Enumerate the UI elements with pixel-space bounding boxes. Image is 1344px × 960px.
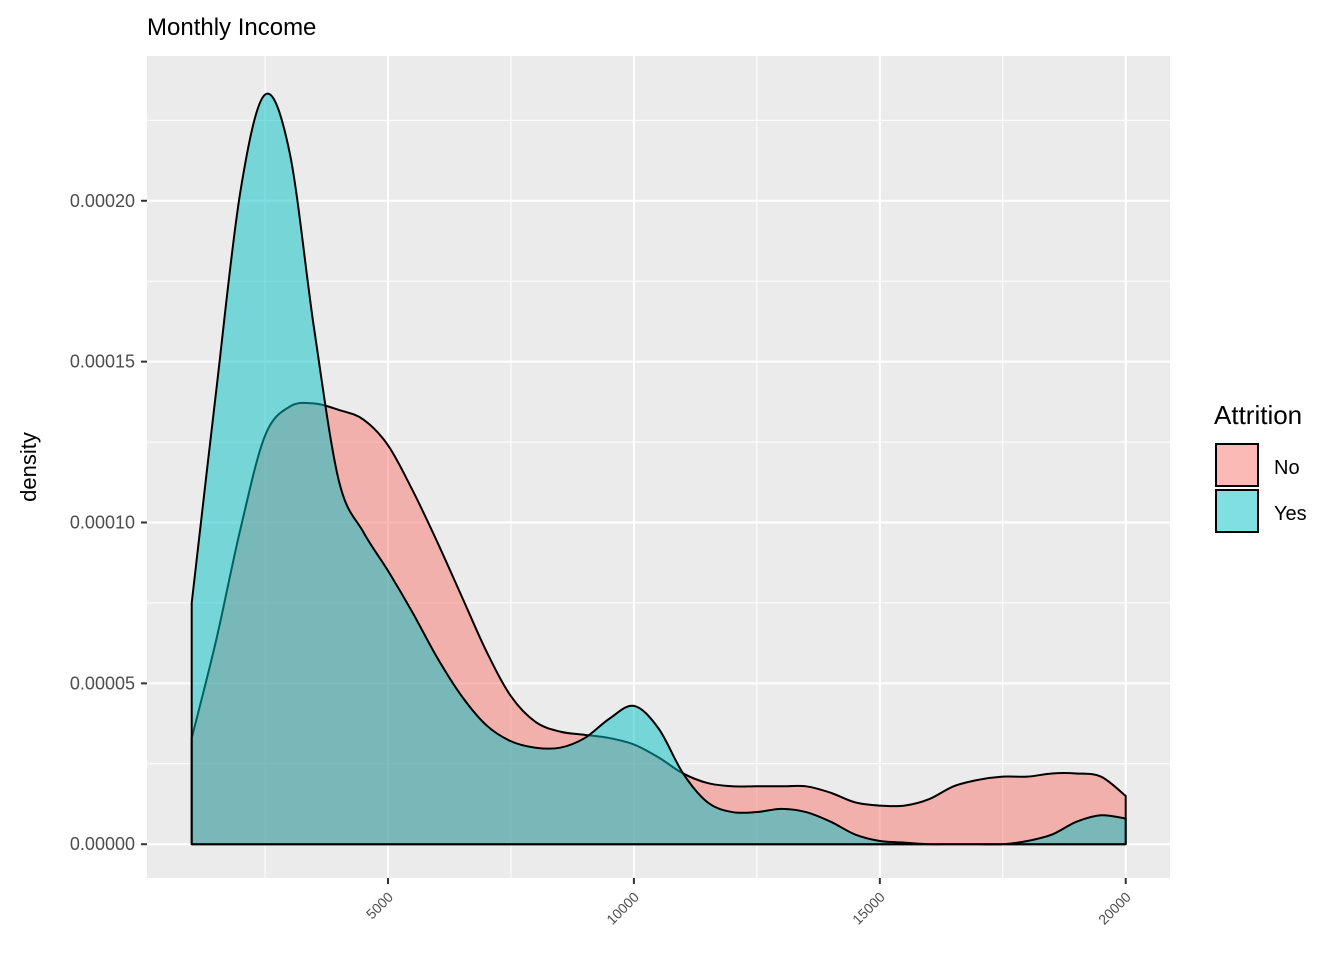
legend-label-yes: Yes — [1274, 503, 1307, 525]
y-axis-label: density — [16, 432, 41, 502]
y-tick-label: 0.00005 — [70, 673, 135, 693]
legend-title: Attrition — [1214, 400, 1302, 430]
x-tick-label: 20000 — [1095, 889, 1134, 928]
y-tick-label: 0.00015 — [70, 352, 135, 372]
density-areas — [190, 92, 1127, 846]
y-tick-label: 0.00010 — [70, 512, 135, 532]
y-tick-label: 0.00020 — [70, 191, 135, 211]
legend-key-yes — [1215, 489, 1259, 533]
legend: Attrition No Yes — [1214, 400, 1307, 533]
chart-title: Monthly Income — [147, 14, 316, 41]
density-area-yes — [190, 92, 1127, 846]
x-axis: 5000 10000 15000 20000 — [363, 878, 1134, 928]
legend-label-no: No — [1274, 457, 1300, 479]
y-tick-label: 0.00000 — [70, 834, 135, 854]
x-tick-label: 10000 — [603, 889, 642, 928]
legend-key-no — [1215, 443, 1259, 487]
minor-gridlines — [147, 56, 1170, 878]
x-tick-label: 15000 — [849, 889, 888, 928]
y-axis: 0.00000 0.00005 0.00010 0.00015 0.00020 — [70, 191, 147, 854]
x-tick-label: 5000 — [363, 889, 396, 922]
